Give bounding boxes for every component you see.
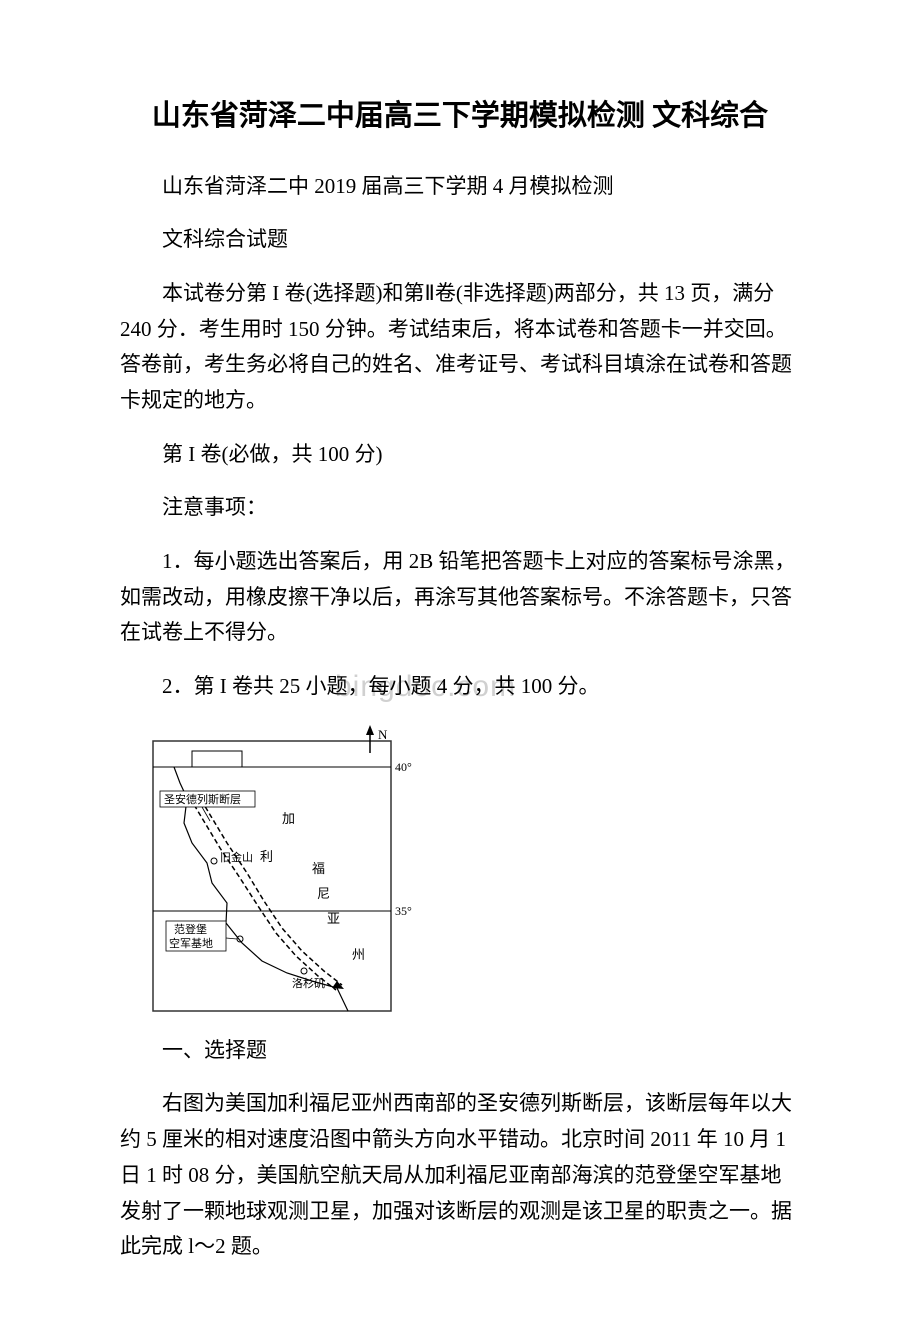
- lat-35-label: 35°: [395, 904, 412, 918]
- paragraph: 1．每小题选出答案后，用 2B 铅笔把答题卡上对应的答案标号涂黑，如需改动，用橡…: [120, 544, 800, 651]
- paragraph: 本试卷分第 I 卷(选择题)和第Ⅱ卷(非选择题)两部分，共 13 页，满分 24…: [120, 276, 800, 419]
- paragraph: 第 I 卷(必做，共 100 分): [120, 437, 800, 473]
- state-char: 尼: [317, 886, 330, 901]
- base-label-2: 空军基地: [169, 936, 213, 950]
- state-char: 利: [260, 849, 273, 864]
- fault-label: 圣安德列斯断层: [164, 792, 241, 806]
- lat-40-label: 40°: [395, 760, 412, 774]
- sf-label: 旧金山: [220, 850, 253, 864]
- california-map-figure: N 40° 35° 圣安德列斯断层 旧金山: [152, 723, 800, 1013]
- paragraph: 一、选择题: [120, 1033, 800, 1069]
- north-label: N: [378, 727, 388, 742]
- base-label-1: 范登堡: [174, 922, 207, 936]
- state-char: 亚: [327, 911, 340, 926]
- paragraph: 2．第 I 卷共 25 小题，每小题 4 分，共 100 分。: [120, 669, 800, 705]
- paragraph: 右图为美国加利福尼亚州西南部的圣安德列斯断层，该断层每年以大约 5 厘米的相对速…: [120, 1086, 800, 1264]
- state-char: 加: [282, 811, 295, 826]
- state-char: 州: [352, 947, 365, 962]
- page-title: 山东省菏泽二中届高三下学期模拟检测 文科综合: [120, 95, 800, 139]
- paragraph: 注意事项：: [120, 490, 800, 526]
- state-char: 福: [312, 861, 325, 876]
- paragraph: 文科综合试题: [120, 222, 800, 258]
- la-label: 洛杉矶: [292, 976, 325, 990]
- paragraph: 山东省菏泽二中 2019 届高三下学期 4 月模拟检测: [120, 169, 800, 205]
